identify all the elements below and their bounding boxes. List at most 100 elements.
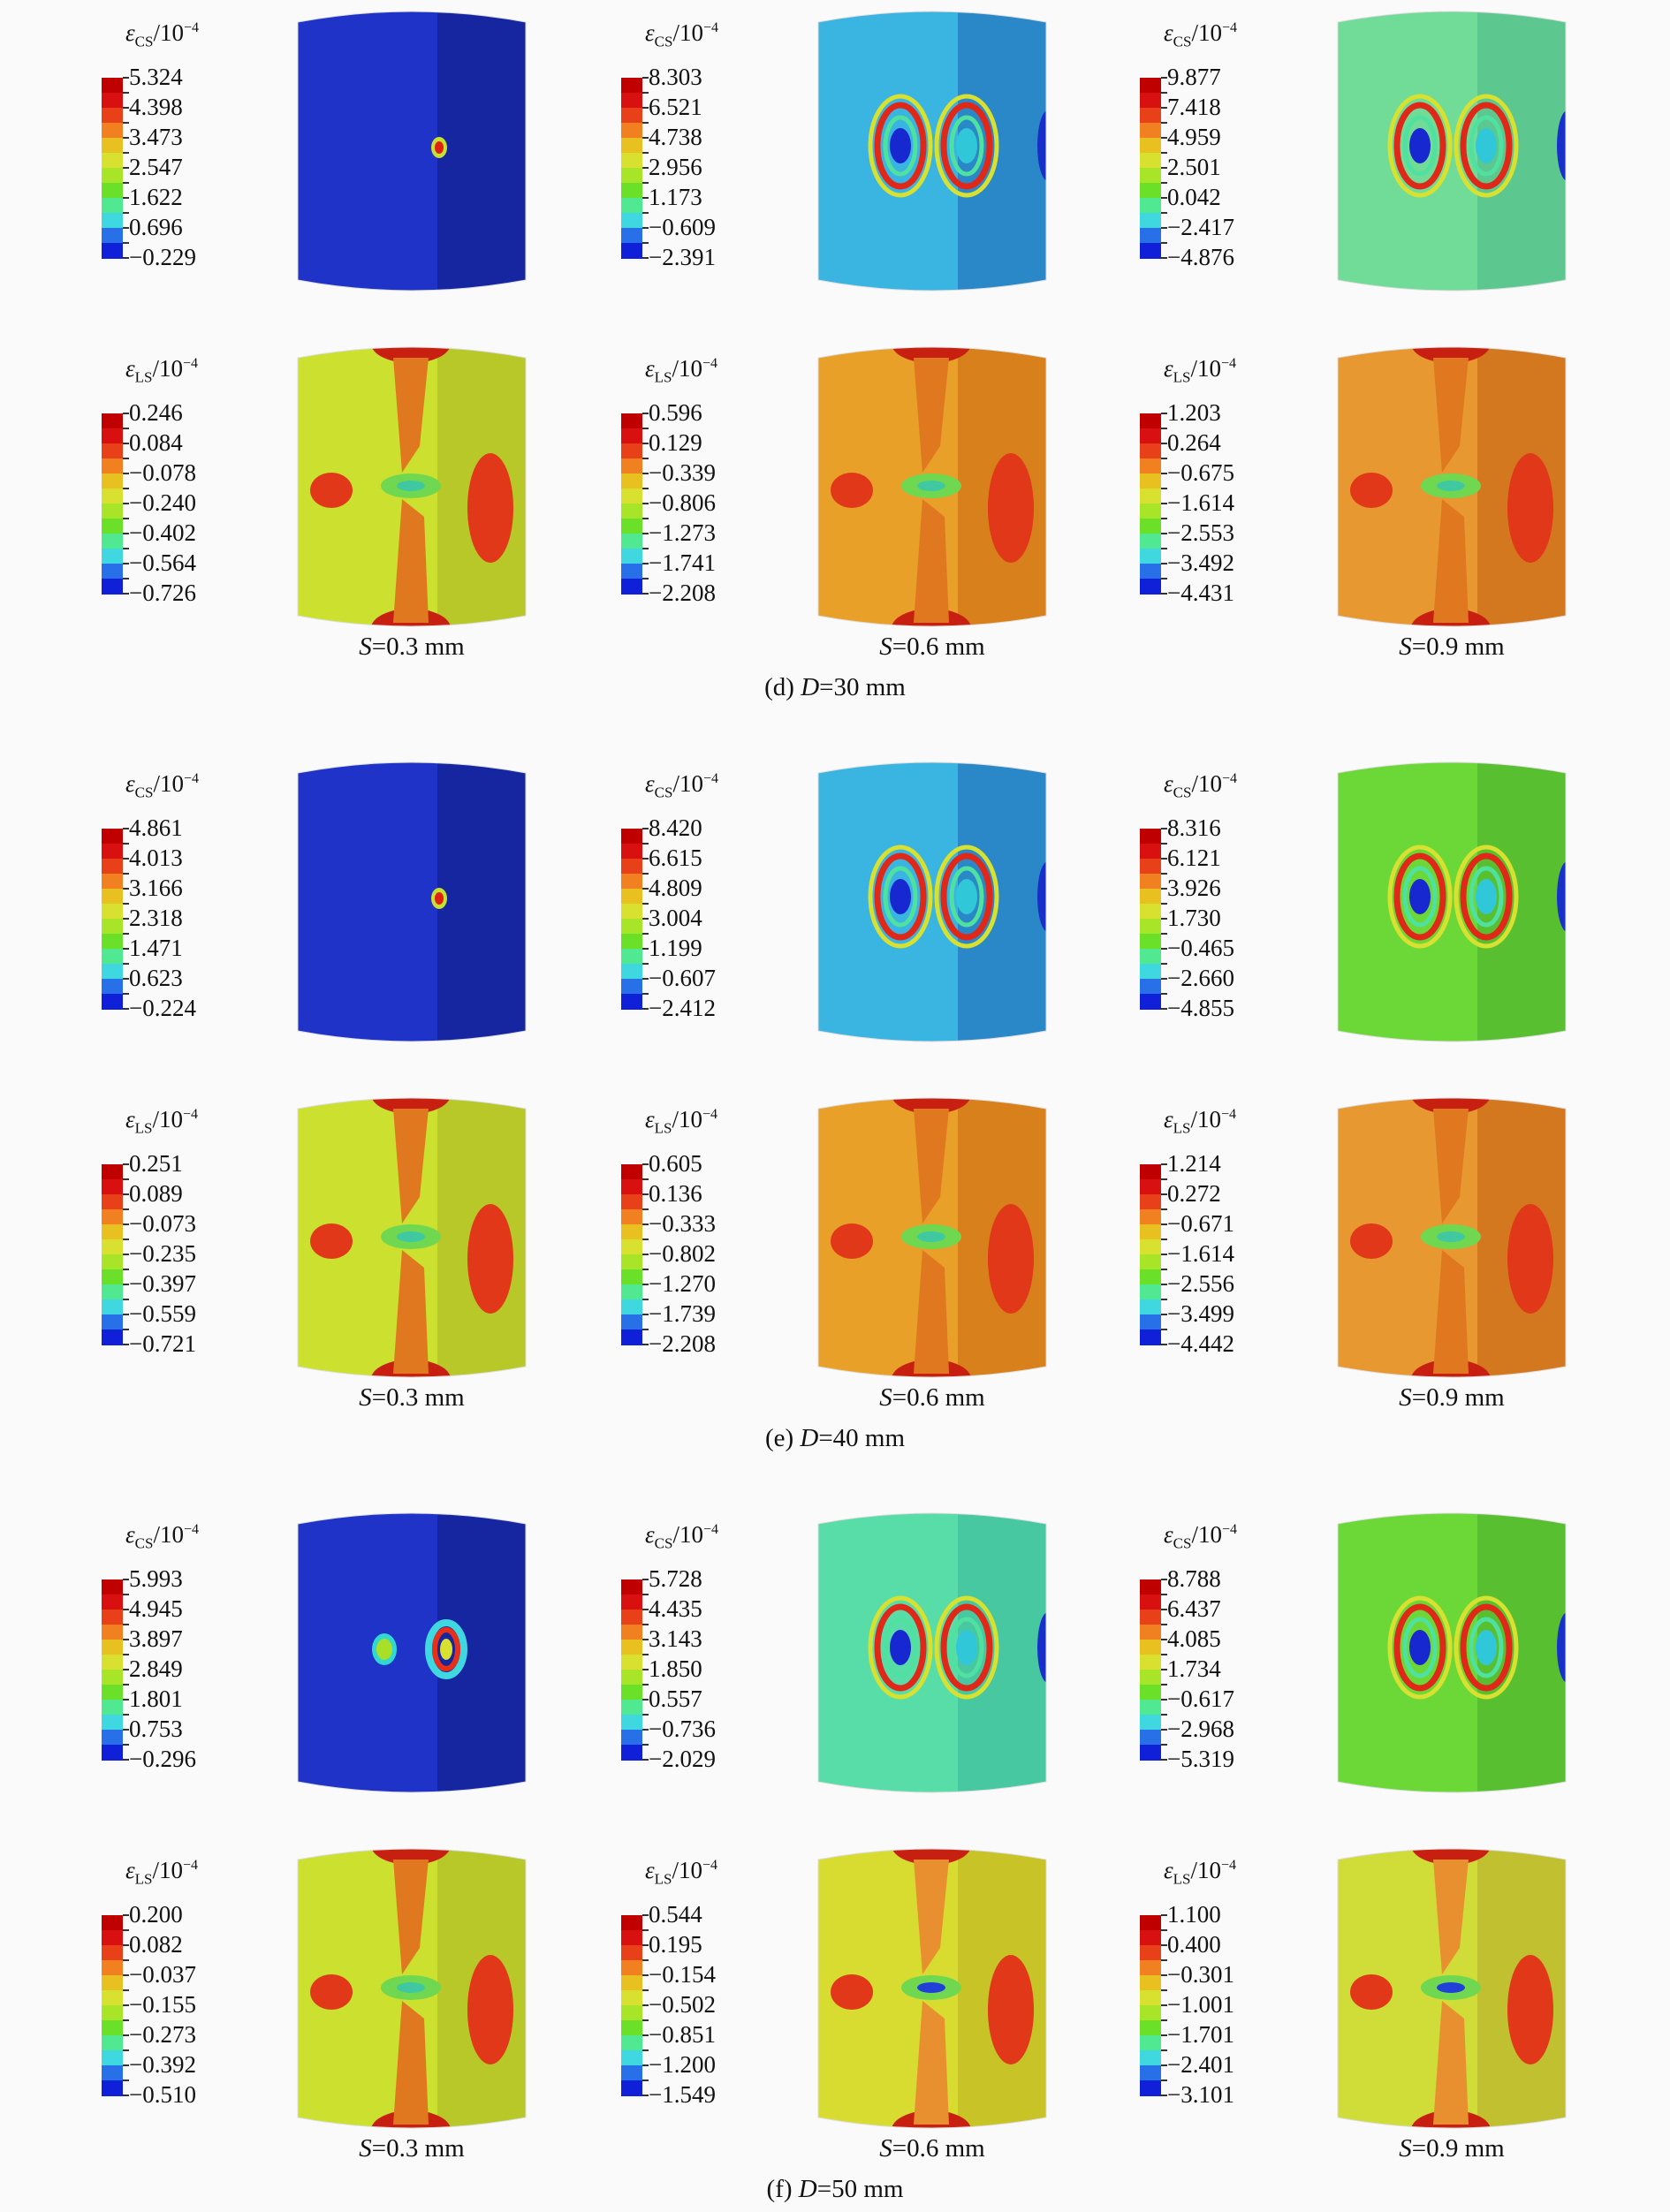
contour-lobe	[467, 1204, 513, 1314]
legend-tick	[123, 473, 129, 474]
legend-tick	[642, 107, 649, 109]
colorbar-legend: εLS/10−4 0.544 0.195 −0.154 −0.502 −0.851 −1.2…	[608, 1857, 767, 2107]
contour-ring	[1454, 845, 1519, 949]
legend-value: −4.442	[1167, 1330, 1234, 1357]
legend-title: εLS/10−4	[125, 355, 198, 386]
legend-color-segment	[1140, 138, 1161, 154]
legend-tick	[642, 933, 649, 935]
legend-tick	[1161, 1163, 1167, 1165]
legend-tick	[1161, 578, 1167, 580]
legend-colorbar	[621, 77, 649, 259]
group-caption: (e) D=40 mm	[765, 1424, 905, 1453]
legend-title-unit: /10	[1190, 1857, 1221, 1883]
legend-tick	[1161, 1759, 1167, 1761]
legend-tick	[642, 212, 649, 214]
legend-color-segment	[621, 579, 642, 595]
group-caption-value: =30 mm	[819, 673, 906, 701]
legend-color-segment	[1140, 919, 1161, 935]
legend-tick	[642, 1193, 649, 1195]
contour-ring	[1387, 1595, 1453, 1700]
legend-title-subscript: LS	[654, 1119, 672, 1137]
legend-value: −1.273	[649, 519, 716, 546]
legend-title-symbol: ε	[645, 355, 655, 382]
legend-tick	[642, 1654, 649, 1655]
contour-core	[890, 1630, 911, 1665]
legend-value: −0.671	[1167, 1210, 1234, 1237]
legend-tick	[1161, 1314, 1167, 1315]
legend-value: −0.333	[649, 1210, 716, 1237]
contour-core	[1409, 879, 1431, 914]
group-caption-label: (e)	[764, 1424, 801, 1452]
legend-value: 6.521	[649, 94, 702, 120]
colorbar-legend: εLS/10−4 1.203 0.264 −0.675 −1.614 −2.553 −3.4…	[1127, 355, 1286, 605]
legend-color-segment	[1140, 1715, 1161, 1731]
legend-title-symbol: ε	[125, 770, 135, 797]
legend-color-segment	[102, 1224, 123, 1240]
contour-plot-panel	[1336, 4, 1568, 296]
legend-color-segment	[1140, 1239, 1161, 1255]
legend-color-segment	[1140, 1595, 1161, 1610]
legend-title-subscript: LS	[1173, 1870, 1191, 1888]
contour-notch-core	[1437, 481, 1465, 491]
legend-title-exponent: −4	[702, 356, 718, 371]
legend-tick	[642, 948, 649, 950]
legend-value: −2.208	[649, 1330, 716, 1357]
contour-ring	[868, 1595, 933, 1700]
legend-value: 3.897	[129, 1625, 183, 1652]
legend-tick	[123, 843, 129, 845]
legend-tick	[1161, 1594, 1167, 1595]
contour-lobe	[1507, 1204, 1553, 1314]
legend-color-segment	[102, 1610, 123, 1625]
s-parameter-label: S=0.3 mm	[359, 2134, 464, 2163]
legend-color-segment	[102, 1730, 123, 1746]
legend-tick	[642, 1729, 649, 1731]
legend-tick	[1161, 92, 1167, 94]
legend-tick	[642, 1989, 649, 1991]
legend-tick	[642, 458, 649, 459]
legend-value: 4.738	[649, 124, 702, 150]
legend-color-segment	[621, 2005, 642, 2021]
contour-cylinder	[817, 761, 1047, 1042]
legend-tick	[642, 1684, 649, 1686]
legend-tick	[123, 948, 129, 950]
legend-color-segment	[621, 519, 642, 534]
legend-color-segment	[1140, 1960, 1161, 1976]
legend-tick	[1161, 963, 1167, 965]
legend-color-segment	[1140, 443, 1161, 459]
contour-ring	[934, 845, 999, 949]
contour-band	[393, 358, 429, 473]
legend-color-segment	[102, 934, 123, 950]
legend-tick	[1161, 918, 1167, 920]
legend-tick	[642, 858, 649, 860]
legend-title-unit: /10	[153, 19, 184, 46]
legend-tick	[642, 1639, 649, 1640]
legend-value: −2.412	[649, 995, 716, 1021]
legend-title-subscript: CS	[134, 1534, 154, 1552]
contour-lobe	[1350, 473, 1393, 508]
legend-color-segment	[1140, 1194, 1161, 1210]
legend-color-segment	[102, 1930, 123, 1946]
legend-tick	[1161, 1914, 1167, 1916]
legend-value: 3.926	[1167, 875, 1221, 901]
legend-tick	[1161, 1989, 1167, 1991]
legend-title-exponent: −4	[702, 1107, 718, 1122]
contour-core	[435, 141, 444, 154]
legend-color-segment	[102, 228, 123, 244]
legend-tick	[123, 533, 129, 534]
contour-plot-panel	[1336, 1506, 1568, 1798]
contour-top	[1411, 1098, 1491, 1114]
legend-value: 1.203	[1167, 399, 1221, 426]
legend-value: −0.559	[129, 1300, 196, 1327]
legend-color-segment	[1140, 1625, 1161, 1640]
legend-color-segment	[621, 413, 642, 429]
legend-tick	[123, 1254, 129, 1255]
legend-tick	[642, 1314, 649, 1315]
s-variable: S	[359, 1383, 372, 1412]
contour-ring	[949, 1617, 984, 1678]
legend-tick	[123, 122, 129, 124]
legend-tick	[123, 503, 129, 504]
cylinder-shade	[437, 1513, 526, 1792]
legend-title-unit: /10	[672, 1106, 702, 1133]
legend-tick	[1161, 548, 1167, 549]
legend-tick	[1161, 843, 1167, 845]
